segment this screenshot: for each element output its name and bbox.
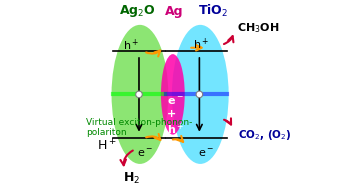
Circle shape (196, 91, 203, 98)
Text: Ag: Ag (164, 5, 183, 18)
Text: h$^+$: h$^+$ (193, 36, 209, 52)
Text: e$^-$
+
h$^+$: e$^-$ + h$^+$ (167, 96, 184, 137)
Circle shape (136, 91, 142, 98)
Text: e$^-$: e$^-$ (137, 148, 153, 160)
Text: e$^-$: e$^-$ (198, 148, 214, 160)
Text: CH$_3$OH: CH$_3$OH (237, 22, 280, 35)
Ellipse shape (172, 25, 229, 164)
Text: Ag$_2$O: Ag$_2$O (119, 3, 156, 19)
Text: CO$_2$, (O$_2$): CO$_2$, (O$_2$) (238, 128, 291, 142)
Text: Virtual exciton-phonon-
polariton: Virtual exciton-phonon- polariton (86, 118, 192, 137)
Text: H$_2$: H$_2$ (123, 171, 140, 186)
Ellipse shape (161, 54, 185, 135)
Ellipse shape (112, 25, 168, 164)
Text: h$^+$: h$^+$ (124, 37, 140, 53)
Text: H$^+$: H$^+$ (97, 138, 116, 153)
Text: TiO$_2$: TiO$_2$ (198, 3, 229, 19)
